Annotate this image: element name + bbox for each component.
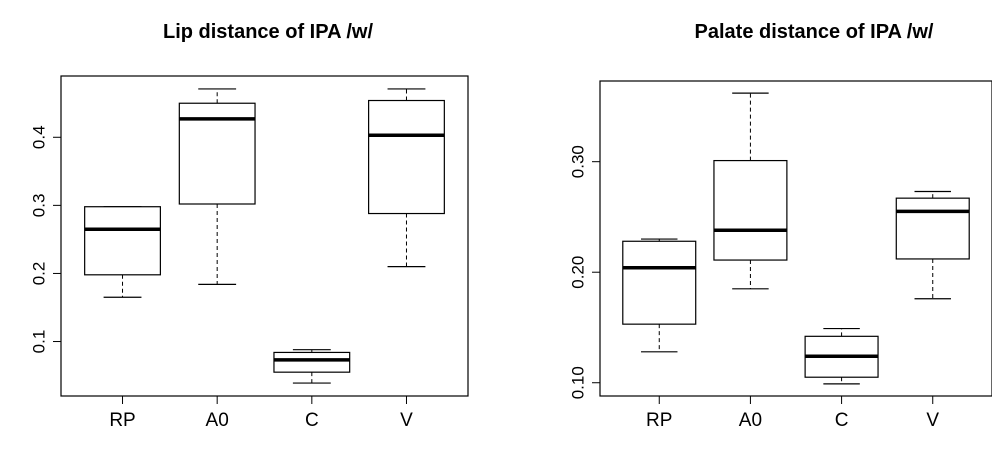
lip-ytick-label: 0.4 bbox=[30, 125, 49, 149]
box-body bbox=[623, 241, 696, 324]
lip-ytick-label: 0.1 bbox=[30, 330, 49, 354]
palate-ytick-label: 0.20 bbox=[569, 256, 588, 289]
palate-box-V bbox=[896, 192, 969, 299]
palate-xtick-label: C bbox=[835, 410, 849, 431]
lip-box-C bbox=[274, 350, 350, 383]
palate-box-C bbox=[805, 329, 878, 384]
palate-xtick-label: A0 bbox=[739, 410, 762, 431]
box-body bbox=[714, 161, 787, 260]
palate-xtick-label: V bbox=[926, 410, 939, 431]
lip-xtick-label: V bbox=[400, 410, 413, 431]
lip-xtick-label: RP bbox=[109, 410, 135, 431]
palate-xtick-label: RP bbox=[646, 410, 672, 431]
palate-chart: Palate distance of IPA /w/0.10 0.20 0.30 RP… bbox=[569, 21, 992, 431]
lip-ytick-label: 0.2 bbox=[30, 262, 49, 286]
palate-chart-title: Palate distance of IPA /w/ bbox=[695, 21, 934, 43]
lip-chart-title: Lip distance of IPA /w/ bbox=[163, 21, 373, 43]
box-body bbox=[369, 101, 445, 214]
box-body bbox=[85, 207, 161, 275]
lip-chart: Lip distance of IPA /w/0.1 0.2 0.3 0.4 RP A0 C… bbox=[30, 21, 469, 431]
box-body bbox=[896, 198, 969, 259]
lip-box-A0 bbox=[179, 89, 255, 284]
palate-box-RP bbox=[623, 239, 696, 352]
lip-ytick-label: 0.3 bbox=[30, 194, 49, 218]
lip-xtick-label: A0 bbox=[206, 410, 229, 431]
lip-xtick-label: C bbox=[305, 410, 319, 431]
palate-ytick-label: 0.30 bbox=[569, 145, 588, 178]
palate-box-A0 bbox=[714, 93, 787, 289]
lip-box-V bbox=[369, 89, 445, 267]
palate-ytick-label: 0.10 bbox=[569, 366, 588, 399]
box-body bbox=[274, 352, 350, 372]
lip-box-RP bbox=[85, 207, 161, 298]
